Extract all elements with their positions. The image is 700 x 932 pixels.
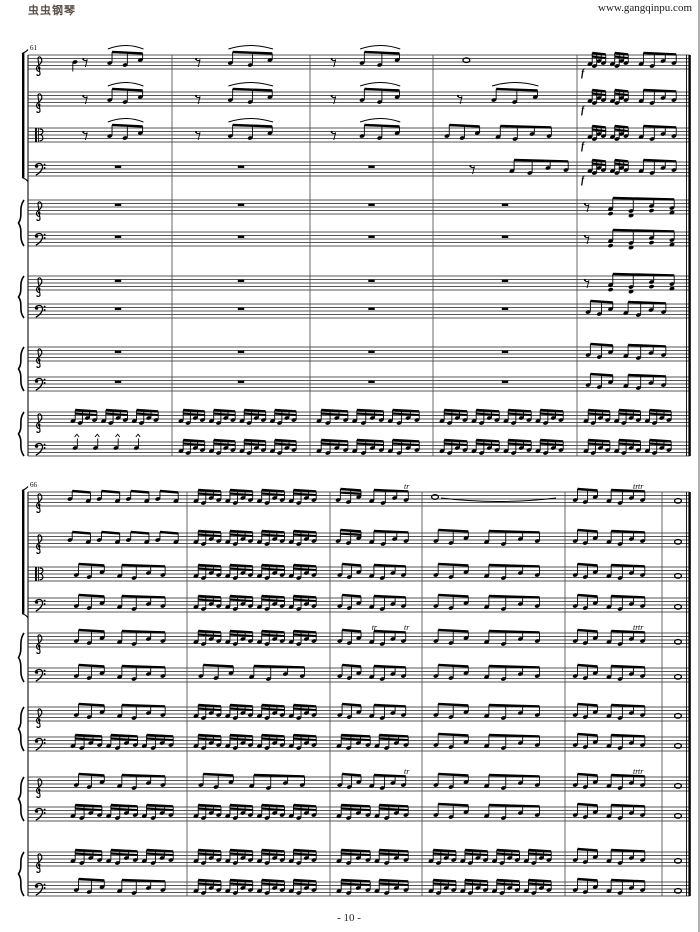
svg-text:tr: tr [404, 482, 410, 491]
svg-text:tr: tr [638, 767, 644, 776]
svg-text:tr: tr [638, 623, 644, 632]
treble-clef-icon [36, 277, 43, 297]
bass-clef-icon [34, 882, 46, 896]
staff-treble [28, 54, 690, 76]
treble-clef-icon [36, 534, 43, 554]
staff-brace [17, 632, 25, 683]
staff-brace [17, 706, 25, 752]
treble-clef-icon [36, 493, 43, 513]
staff-bass [28, 161, 690, 177]
treble-clef-icon [36, 93, 43, 113]
treble-clef-icon [36, 201, 43, 221]
alto-clef-icon [35, 567, 44, 581]
svg-text:f: f [581, 105, 586, 116]
staff-brace [17, 411, 25, 457]
staff-alto [28, 566, 690, 582]
staff-bass [28, 231, 690, 247]
staff-treble [28, 91, 690, 113]
site-url: www.gangqinpu.com [598, 2, 692, 14]
bass-clef-icon [34, 162, 46, 176]
staff-bass [28, 376, 690, 392]
system-1: f f f f 61 [17, 44, 691, 457]
treble-clef-icon [36, 413, 43, 433]
svg-text:f: f [581, 141, 586, 152]
staff-treble [28, 776, 690, 798]
bass-clef-icon [34, 807, 46, 821]
treble-clef-icon [36, 348, 43, 368]
staff-bracket [22, 490, 25, 614]
treble-clef-icon [36, 853, 43, 873]
svg-text:66: 66 [30, 481, 38, 489]
bass-clef-icon [34, 442, 46, 456]
bass-clef-icon [34, 304, 46, 318]
staff-treble [28, 706, 690, 728]
staff-brace [17, 851, 25, 897]
staff-treble [28, 491, 690, 513]
staff-treble [28, 532, 690, 554]
staff-treble [28, 632, 690, 654]
staff-brace [17, 776, 25, 822]
bass-clef-icon [34, 737, 46, 751]
staff-bracket [22, 53, 25, 178]
staff-treble [28, 346, 690, 368]
staff-brace [17, 346, 25, 392]
svg-text:tr: tr [633, 482, 639, 491]
svg-text:tr: tr [404, 767, 410, 776]
bass-clef-icon [34, 668, 46, 682]
page-number: - 10 - [337, 912, 361, 924]
staff-brace [17, 199, 25, 247]
bass-clef-icon [34, 232, 46, 246]
treble-clef-icon [36, 778, 43, 798]
staff-brace [17, 275, 25, 319]
staff-treble [28, 199, 690, 221]
alto-clef-icon [35, 128, 44, 142]
staff-bass [28, 597, 690, 613]
staff-treble [28, 275, 690, 297]
svg-text:tr: tr [633, 767, 639, 776]
bass-clef-icon [34, 598, 46, 612]
treble-clef-icon [36, 708, 43, 728]
staff-alto [28, 127, 690, 143]
svg-text:tr: tr [633, 623, 639, 632]
staff-bass [28, 667, 690, 683]
treble-clef-icon [36, 56, 43, 76]
svg-text:tr: tr [638, 482, 644, 491]
svg-text:f: f [581, 175, 586, 186]
svg-text:61: 61 [30, 44, 38, 52]
bass-clef-icon [34, 377, 46, 391]
treble-clef-icon [36, 634, 43, 654]
svg-text:tr: tr [404, 623, 410, 632]
site-logo-text: 虫虫钢琴 [28, 5, 76, 17]
svg-text:f: f [581, 68, 586, 79]
staff-treble [28, 411, 690, 433]
staff-bass [28, 303, 690, 319]
svg-text:tr: tr [372, 623, 378, 632]
